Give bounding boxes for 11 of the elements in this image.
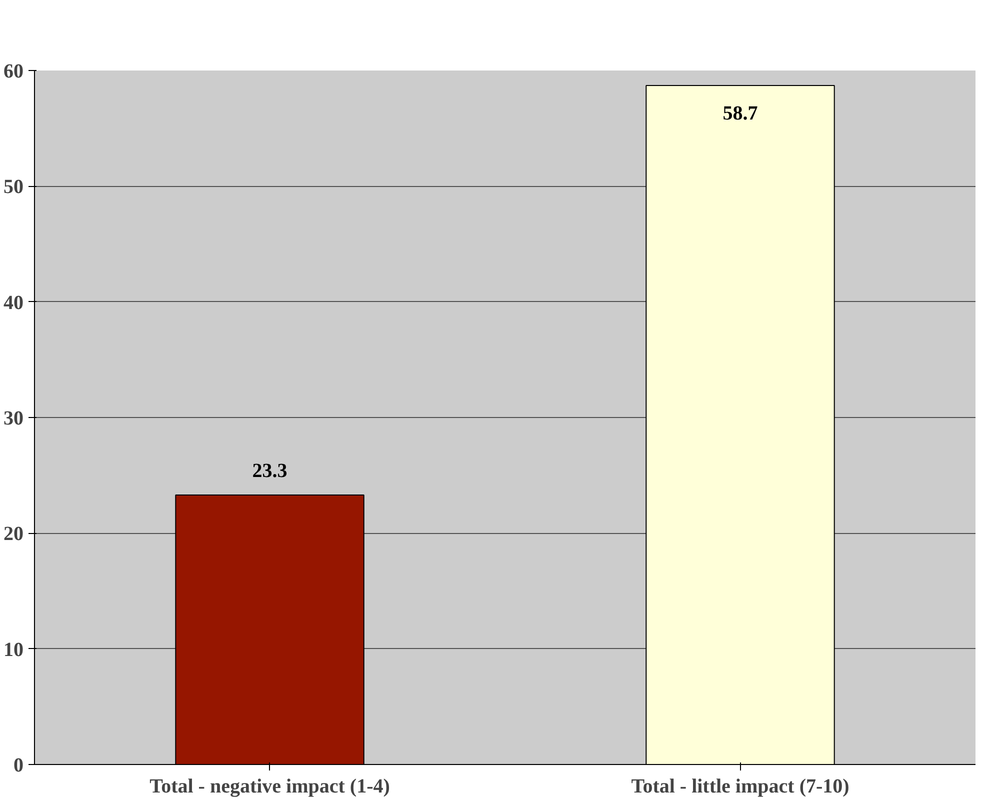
y-tick-label: 0 [14, 754, 24, 776]
y-tick-label: 10 [4, 638, 24, 661]
data-label: 23.3 [252, 460, 288, 482]
y-tick-label: 60 [4, 60, 24, 82]
y-tick-label: 50 [4, 176, 24, 198]
x-tick-label: Total - negative impact (1-4) [150, 776, 390, 798]
data-label: 58.7 [722, 102, 758, 125]
x-tick-label: Total - little impact (7-10) [631, 776, 850, 798]
y-tick-label: 20 [4, 523, 24, 546]
y-tick-label: 40 [4, 292, 24, 314]
y-tick-label: 30 [4, 408, 24, 430]
